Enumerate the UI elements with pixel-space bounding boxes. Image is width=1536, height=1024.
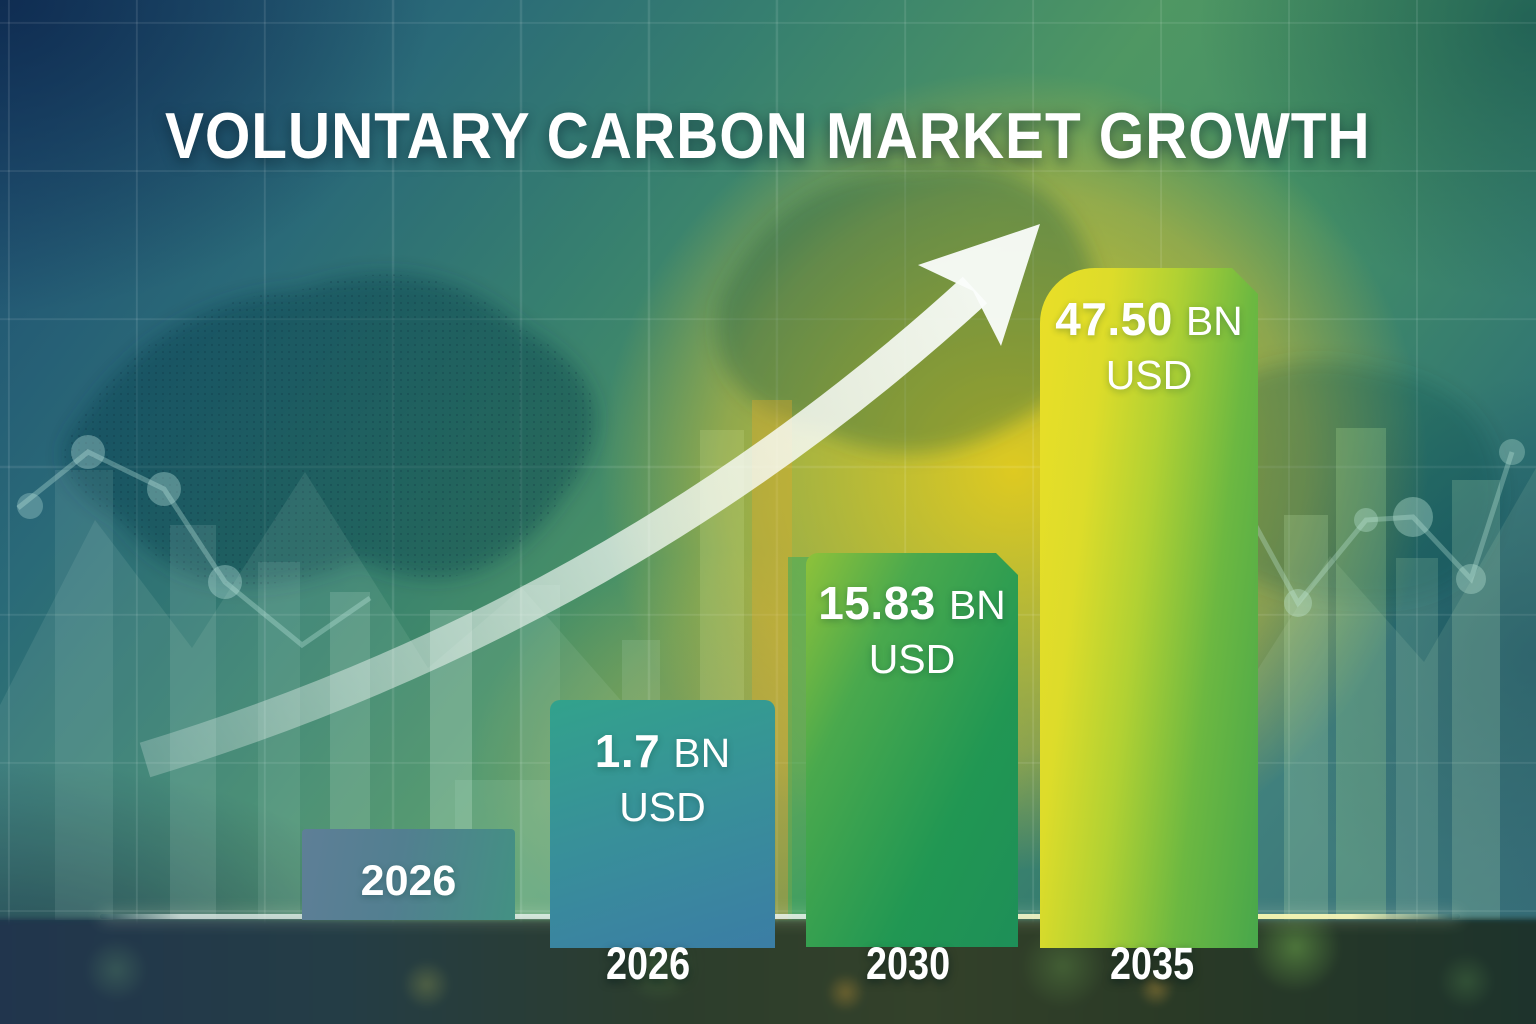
- trend-polyline-right: [1222, 439, 1525, 617]
- growth-arrow-icon: [139, 224, 1040, 778]
- year-label-2035: 2035: [1109, 938, 1195, 989]
- bar-2026: 1.7 BN USD: [550, 700, 775, 948]
- bar-2030: 15.83 BN USD: [806, 553, 1018, 947]
- page-title: VOLUNTARY CARBON MARKET GROWTH: [165, 99, 1371, 172]
- bar-value-number: 1.7: [594, 725, 661, 777]
- trend-polyline-left: [16, 435, 372, 649]
- bar-value-currency: USD: [619, 784, 706, 830]
- axis-baseline: [100, 914, 1460, 919]
- bar-value-currency: USD: [868, 636, 956, 682]
- bar-value-number: 15.83: [818, 577, 936, 629]
- bar-value-label: 15.83 BN: [818, 580, 1006, 626]
- bar-value-unit: BN: [948, 582, 1006, 628]
- bar-on-label: 2026: [360, 857, 457, 905]
- bar-value-number: 47.50: [1055, 293, 1173, 345]
- year-label-2026: 2026: [605, 938, 691, 989]
- bar-value-label: 1.7 BN: [595, 728, 730, 774]
- bar-value-unit: BN: [673, 730, 731, 776]
- bar-value-currency: USD: [1105, 352, 1193, 398]
- bar-value-unit: BN: [1185, 298, 1243, 344]
- bar-2026-small: 2026: [302, 829, 515, 920]
- year-label-2030: 2030: [865, 938, 951, 989]
- bar-2035: 47.50 BN USD: [1040, 268, 1258, 948]
- bar-value-label: 47.50 BN: [1055, 296, 1243, 342]
